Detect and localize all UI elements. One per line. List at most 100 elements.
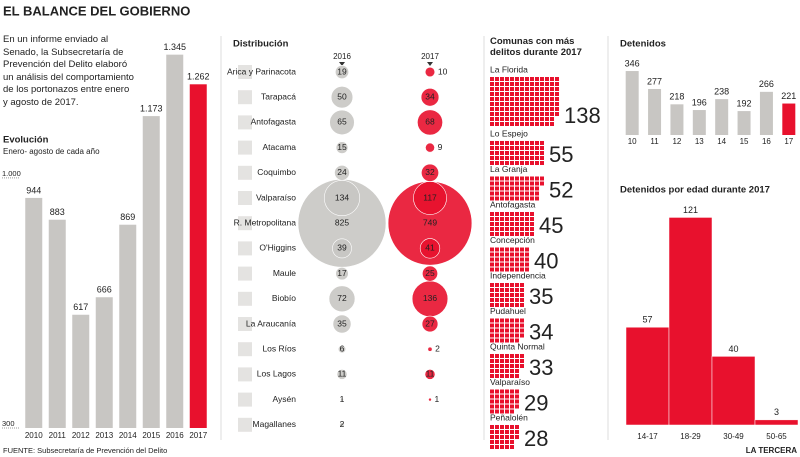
unit — [515, 425, 519, 429]
unit — [500, 117, 504, 121]
unit — [495, 359, 499, 363]
bubble — [427, 346, 433, 352]
unit — [525, 141, 529, 145]
region-label: Maule — [273, 268, 296, 278]
unit — [500, 369, 504, 373]
region-icon — [238, 367, 252, 382]
unit — [520, 333, 524, 338]
unit — [495, 191, 499, 196]
unit — [500, 267, 504, 272]
unit — [515, 364, 519, 368]
unit — [555, 107, 559, 111]
unit — [510, 430, 514, 434]
unit — [495, 196, 499, 201]
pictogram — [490, 247, 529, 272]
bar — [25, 197, 43, 428]
unit — [520, 186, 524, 191]
region-icon — [238, 90, 252, 105]
region-icon — [238, 216, 252, 231]
bubble — [328, 285, 356, 313]
unit — [525, 146, 529, 150]
unit — [500, 328, 504, 333]
bubble — [421, 163, 439, 182]
bar — [670, 104, 684, 135]
unit — [495, 409, 499, 414]
unit — [515, 328, 519, 333]
unit — [535, 146, 539, 150]
unit — [540, 102, 544, 106]
unit — [550, 77, 554, 81]
unit — [490, 97, 494, 101]
unit — [535, 156, 539, 160]
unit — [490, 77, 494, 81]
bubble-label: 825 — [335, 217, 349, 227]
value-label: 138 — [564, 103, 601, 128]
unit — [550, 92, 554, 96]
category-label: Independencia — [490, 270, 546, 280]
unit — [510, 262, 514, 267]
unit — [505, 161, 509, 165]
region-icon — [238, 342, 252, 357]
brand: LA TERCERA — [746, 446, 797, 455]
unit — [510, 151, 514, 155]
unit — [495, 257, 499, 262]
bubble-label: 6 — [340, 343, 345, 353]
unit — [515, 298, 519, 302]
unit — [530, 196, 534, 201]
unit — [520, 151, 524, 155]
bubble — [335, 266, 349, 281]
unit — [535, 107, 539, 111]
unit — [540, 107, 544, 111]
unit — [490, 181, 494, 186]
unit — [490, 303, 494, 307]
unit — [495, 82, 499, 86]
unit — [520, 257, 524, 262]
unit — [520, 97, 524, 101]
unit — [505, 262, 509, 267]
unit — [530, 186, 534, 191]
unit — [505, 141, 509, 145]
unit — [500, 283, 504, 287]
unit — [535, 82, 539, 86]
pictogram — [490, 318, 524, 343]
unit — [505, 409, 509, 414]
category-label: Antofagasta — [490, 199, 536, 209]
bar — [48, 219, 66, 428]
x-tick-label: 18-29 — [680, 432, 701, 441]
unit — [535, 191, 539, 196]
unit — [500, 191, 504, 196]
unit — [505, 323, 509, 328]
unit — [550, 117, 554, 121]
bubble — [424, 369, 436, 380]
unit — [515, 181, 519, 186]
unit — [510, 112, 514, 116]
unit — [495, 293, 499, 297]
unit — [530, 181, 534, 186]
region-label: Valparaíso — [256, 192, 296, 202]
unit — [520, 293, 524, 297]
unit — [500, 161, 504, 165]
unit — [505, 217, 509, 221]
unit — [505, 151, 509, 155]
unit — [530, 161, 534, 165]
unit — [520, 359, 524, 363]
unit — [515, 354, 519, 358]
chart-subtitle: Enero- agosto de cada año — [3, 147, 100, 156]
unit — [540, 82, 544, 86]
unit — [510, 232, 514, 236]
unit — [500, 87, 504, 91]
region-label: Coquimbo — [257, 167, 296, 177]
unit — [525, 181, 529, 186]
unit — [525, 247, 529, 252]
unit — [535, 97, 539, 101]
unit — [510, 323, 514, 328]
unit — [525, 252, 529, 257]
value-label: 277 — [647, 76, 662, 86]
unit — [495, 445, 499, 449]
unit — [545, 87, 549, 91]
unit — [510, 440, 514, 444]
chart-title: Evolución — [3, 135, 49, 146]
bubble-label: 17 — [337, 268, 347, 278]
region-icon — [238, 291, 252, 306]
category-label: Peñalolén — [490, 412, 528, 422]
